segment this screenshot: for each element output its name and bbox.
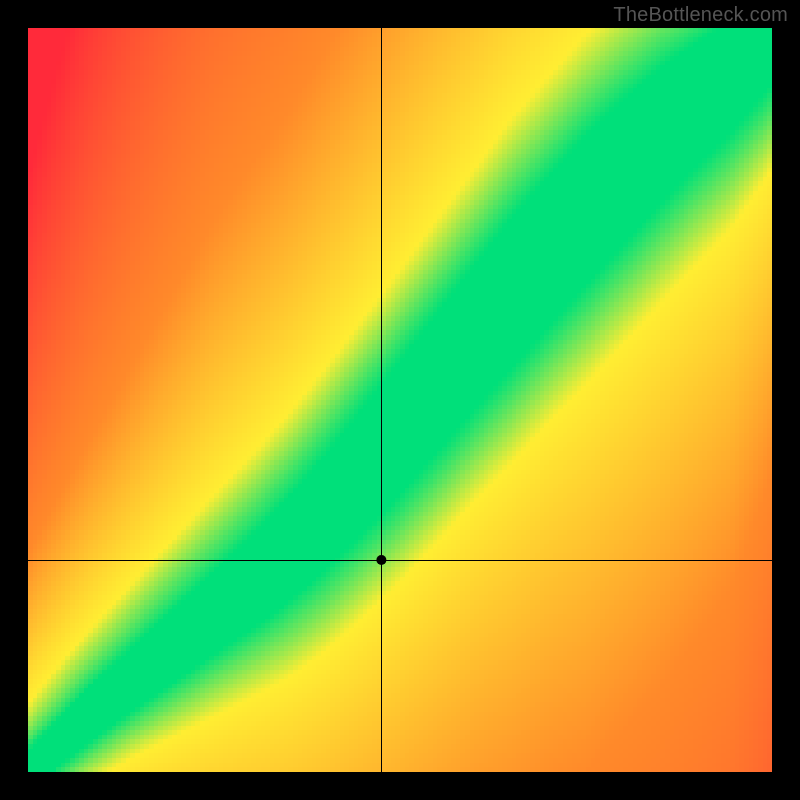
chart-container: TheBottleneck.com [0, 0, 800, 800]
heatmap-canvas [0, 0, 800, 800]
watermark-text: TheBottleneck.com [613, 4, 788, 27]
